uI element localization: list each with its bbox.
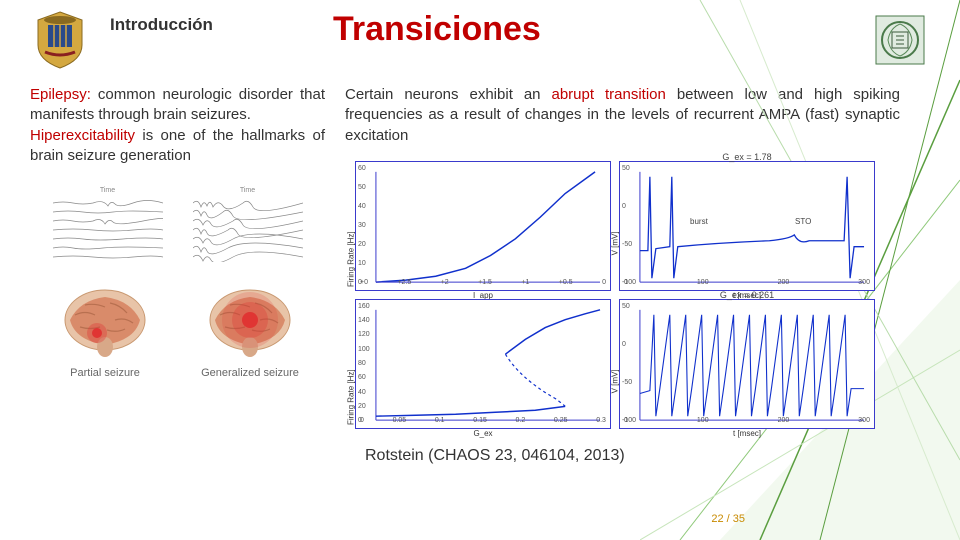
brain-a-caption: Partial seizure — [50, 366, 160, 381]
epilepsy-paragraph: Epilepsy: common neurologic disorder tha… — [30, 85, 325, 126]
slide-title: Transiciones — [333, 10, 541, 49]
eeg-title-b: Time — [193, 186, 303, 195]
right-column: Certain neurons exhibit an abrupt transi… — [345, 85, 900, 466]
brain-generalized: Generalized seizure — [195, 285, 305, 381]
hiper-label: Hiperexcitability — [30, 127, 135, 144]
epilepsy-label: Epilepsy: — [30, 86, 91, 103]
left-column: Epilepsy: common neurologic disorder tha… — [30, 85, 325, 466]
section-label: Introducción — [110, 15, 213, 35]
citation: Rotstein (CHAOS 23, 046104, 2013) — [365, 445, 900, 467]
right-highlight: abrupt transition — [551, 86, 665, 103]
c4-xlabel: t [msec] — [733, 429, 761, 440]
university-logo-right — [870, 10, 930, 70]
c2-annot-sto: STO — [795, 217, 811, 228]
c2-yticks: 500-50-100 — [622, 162, 636, 290]
page-number: 22 / 35 — [711, 513, 745, 525]
c4-xticks: 0100200300 — [620, 416, 874, 425]
charts-grid: Firing Rate [Hz] 6050403020100 +0+2.5+2+… — [355, 161, 875, 429]
hiperexcitability-paragraph: Hiperexcitability is one of the hallmark… — [30, 126, 325, 167]
eeg-partial: Time — [53, 186, 163, 269]
c2-ylabel: V [mV] — [611, 231, 622, 255]
right-lead: Certain neurons exhibit an — [345, 86, 551, 103]
eeg-generalized: Time — [193, 186, 303, 269]
chart-voltage-trace-1: G_ex = 1.78 V [mV] burst STO 500-50-100 … — [619, 161, 875, 291]
c3-xlabel: G_ex — [473, 429, 492, 440]
c4-yticks: 500-50-100 — [622, 300, 636, 428]
c2-xticks: 0100200300 — [620, 278, 874, 287]
university-logo-left — [30, 10, 90, 70]
right-paragraph: Certain neurons exhibit an abrupt transi… — [345, 85, 900, 146]
brain-b-caption: Generalized seizure — [195, 366, 305, 381]
c1-yticks: 6050403020100 — [358, 162, 366, 290]
chart-firing-rate-vs-iapp: Firing Rate [Hz] 6050403020100 +0+2.5+2+… — [355, 161, 611, 291]
eeg-title-a: Time — [53, 186, 163, 195]
c2-annot-burst: burst — [690, 217, 708, 228]
chart-voltage-trace-2: G_ex = 0.261 V [mV] 500-50-100 010020030… — [619, 299, 875, 429]
c1-xticks: +0+2.5+2+1.5+1+0.50 — [356, 278, 610, 287]
c2-title: G_ex = 1.78 — [722, 151, 771, 163]
c3-xticks: 00.050.10.150.20.250.3 — [356, 416, 610, 425]
c3-yticks: 160140120100806040200 — [358, 300, 370, 428]
left-figures: Time Time — [30, 186, 325, 381]
c4-title: G_ex = 0.261 — [720, 289, 774, 301]
c4-ylabel: V [mV] — [611, 369, 622, 393]
brain-partial: Partial seizure — [50, 285, 160, 381]
chart-firing-rate-vs-gex: Firing Rate [Hz] 160140120100806040200 0… — [355, 299, 611, 429]
